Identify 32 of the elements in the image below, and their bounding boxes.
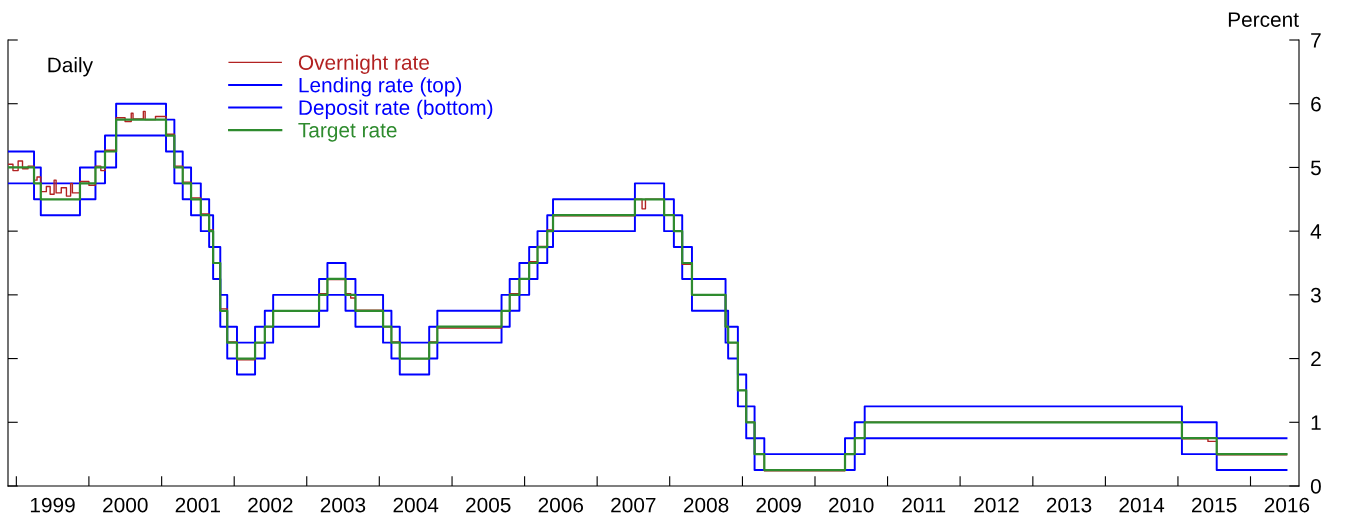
legend-label: Target rate [298,122,397,142]
x-tick-label: 2009 [756,497,801,513]
y-tick-label: 3 [1310,287,1321,303]
x-tick-label: 2014 [1119,497,1165,513]
x-tick-label: 1999 [30,497,75,513]
y-tick-label: 7 [1311,33,1321,48]
y-tick-label: 2 [1311,351,1321,367]
y-axis-title: Percent [1228,12,1299,27]
y-tick-label: 5 [1310,160,1321,176]
y-tick-label: 0 [1310,479,1321,494]
legend-label: Deposit rate (bottom) [299,99,493,120]
y-tick-label: 4 [1310,224,1322,239]
x-tick-label: 2012 [974,497,1019,513]
x-tick-label: 2010 [829,497,874,513]
x-tick-label: 2003 [320,497,366,513]
x-tick-label: 2005 [466,497,511,513]
x-tick-label: 2006 [538,497,584,513]
x-tick-label: 2015 [1192,497,1237,513]
x-tick-label: 2001 [175,497,220,513]
x-tick-label: 2007 [611,497,656,513]
y-tick-label: 1 [1311,415,1321,430]
x-tick-label: 2004 [393,497,439,513]
x-tick-label: 2011 [902,497,946,513]
x-tick-label: 2008 [683,497,729,513]
x-tick-label: 2002 [248,497,293,513]
legend-label: Overnight rate [298,54,429,74]
x-tick-label: 2000 [103,497,148,513]
x-tick-label: 2013 [1046,497,1092,513]
x-tick-label: 2016 [1264,497,1310,513]
annotation: Daily [48,57,93,77]
y-tick-label: 6 [1311,96,1321,112]
legend-label: Lending rate (top) [299,77,462,97]
